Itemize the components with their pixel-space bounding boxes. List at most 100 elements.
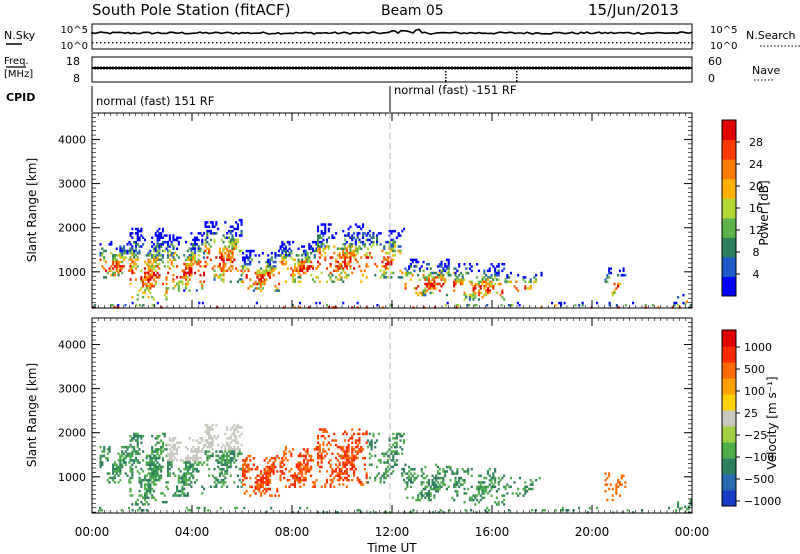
echo-cell: [143, 271, 146, 275]
echo-cell: [418, 291, 421, 295]
echo-cell: [174, 251, 177, 255]
echo-cell: [158, 267, 161, 270]
echo-cell: [329, 271, 332, 275]
echo-cell: [138, 229, 141, 233]
echo-cell: [354, 223, 357, 226]
echo-cell: [362, 243, 365, 246]
echo-cell: [295, 463, 298, 466]
echo-cell: [167, 265, 170, 268]
echo-cell: [229, 463, 232, 466]
echo-cell: [112, 260, 115, 264]
echo-cell: [194, 251, 197, 255]
echo-cell: [313, 240, 316, 244]
echo-cell: [472, 494, 475, 497]
echo-cell: [229, 465, 232, 469]
echo-cell: [195, 463, 198, 466]
noise-search-dot: [320, 42, 322, 44]
echo-cell: [463, 278, 466, 281]
echo-cell: [143, 289, 146, 292]
echo-cell: [470, 293, 473, 297]
echo-cell: [509, 485, 512, 489]
echo-cell: [168, 236, 171, 239]
echo-cell: [468, 304, 471, 307]
echo-cell: [147, 258, 150, 261]
echo-cell: [226, 470, 229, 473]
echo-cell: [192, 251, 195, 255]
echo-cell: [438, 472, 441, 475]
echo-cell: [479, 483, 482, 486]
echo-cell: [211, 232, 214, 235]
echo-cell: [222, 271, 225, 275]
echo-cell: [140, 478, 143, 482]
echo-cell: [177, 445, 180, 449]
echo-cell: [121, 247, 124, 250]
echo-cell: [160, 306, 163, 309]
echo-cell: [356, 306, 359, 309]
echo-cell: [243, 472, 246, 475]
echo-cell: [279, 260, 282, 264]
echo-cell: [218, 461, 221, 464]
echo-cell: [177, 240, 180, 244]
echo-cell: [263, 459, 266, 462]
echo-cell: [427, 496, 430, 500]
echo-cell: [138, 236, 141, 239]
echo-cell: [243, 263, 246, 266]
echo-cell: [245, 267, 248, 270]
echo-cell: [154, 483, 157, 486]
echo-cell: [420, 481, 423, 484]
echo-cell: [99, 254, 102, 257]
echo-cell: [351, 454, 354, 458]
echo-cell: [151, 304, 154, 307]
echo-cell: [176, 282, 179, 286]
echo-cell: [243, 258, 246, 262]
echo-cell: [283, 463, 286, 466]
echo-cell: [156, 452, 159, 455]
echo-cell: [247, 258, 250, 262]
echo-cell: [483, 280, 486, 284]
echo-cell: [145, 254, 148, 257]
echo-cell: [136, 432, 139, 436]
echo-cell: [447, 271, 450, 275]
echo-cell: [235, 240, 238, 244]
echo-cell: [431, 285, 434, 288]
echo-cell: [299, 461, 302, 464]
echo-cell: [295, 476, 298, 480]
echo-cell: [344, 251, 347, 255]
echo-cell: [226, 428, 229, 431]
echo-cell: [397, 234, 400, 237]
echo-cell: [351, 243, 354, 246]
echo-cell: [117, 273, 120, 277]
echo-cell: [368, 432, 371, 436]
echo-cell: [617, 285, 620, 288]
station-title: South Pole Station (fitACF): [92, 1, 290, 19]
echo-cell: [345, 445, 348, 449]
echo-cell: [220, 485, 223, 488]
echo-cell: [320, 232, 323, 235]
echo-cell: [477, 298, 480, 301]
echo-cell: [152, 456, 155, 460]
echo-cell: [390, 258, 393, 261]
echo-cell: [101, 247, 104, 250]
echo-cell: [342, 463, 345, 466]
echo-cell: [529, 285, 532, 288]
echo-cell: [163, 293, 166, 297]
echo-cell: [270, 271, 273, 275]
echo-cell: [143, 278, 146, 281]
echo-cell: [134, 503, 137, 506]
echo-cell: [429, 494, 432, 497]
echo-cell: [215, 476, 218, 480]
echo-cell: [199, 249, 202, 253]
echo-cell: [185, 506, 188, 510]
echo-cell: [252, 289, 255, 292]
echo-cell: [270, 468, 273, 471]
echo-cell: [399, 269, 402, 272]
echo-cell: [306, 506, 309, 510]
echo-cell: [486, 485, 489, 489]
echo-cell: [365, 265, 368, 268]
echo-cell: [463, 492, 466, 495]
echo-cell: [195, 238, 198, 242]
echo-cell: [117, 481, 120, 484]
echo-cell: [379, 461, 382, 464]
echo-cell: [156, 262, 159, 266]
echo-cell: [326, 443, 329, 447]
